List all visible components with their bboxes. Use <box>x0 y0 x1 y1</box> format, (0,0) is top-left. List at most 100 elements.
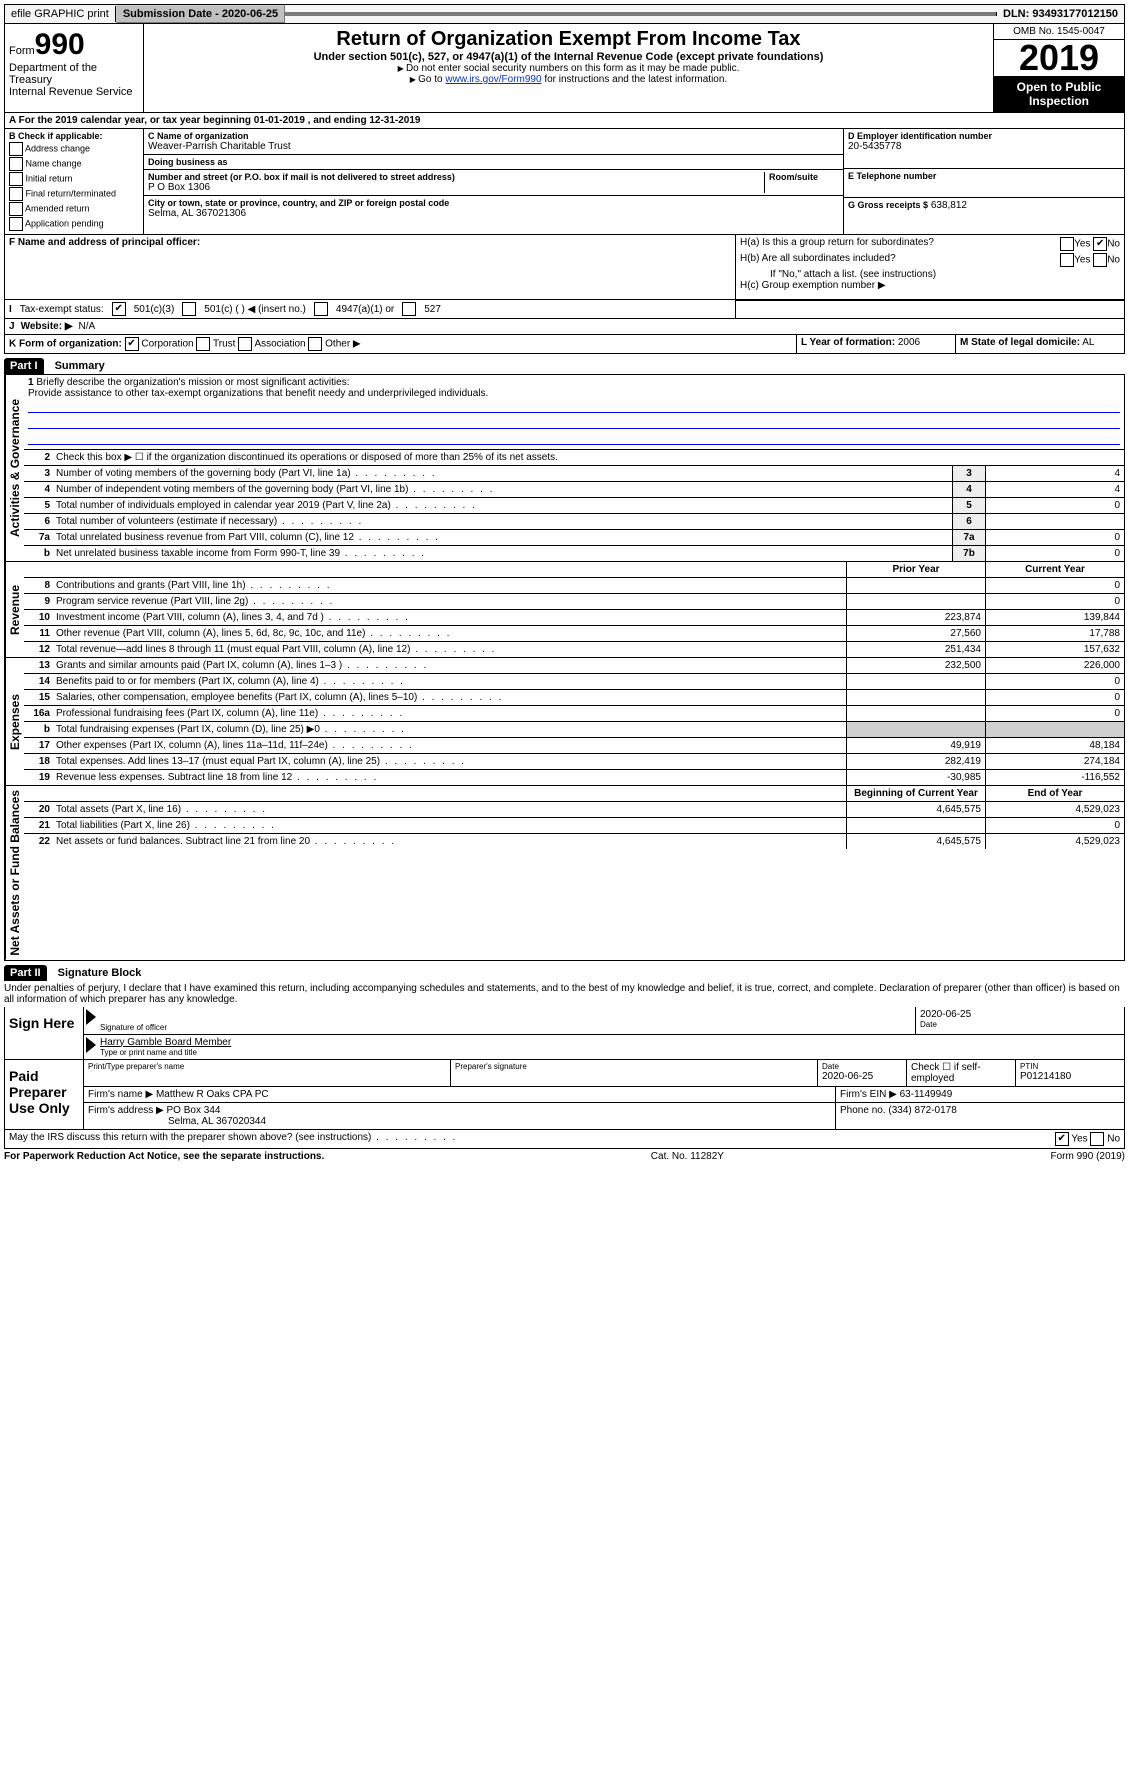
check-pending[interactable]: Application pending <box>9 217 139 231</box>
form-footer: Form 990 (2019) <box>1051 1151 1125 1162</box>
check-501c3[interactable] <box>112 302 126 316</box>
form-number: Form990 <box>9 28 139 62</box>
summary-row: 21Total liabilities (Part X, line 26)0 <box>24 818 1124 834</box>
col-h: H(a) Is this a group return for subordin… <box>736 235 1124 299</box>
section-f-h: F Name and address of principal officer:… <box>4 235 1125 300</box>
row-i: I Tax-exempt status: 501(c)(3) 501(c) ( … <box>4 300 1125 319</box>
form-prefix: Form <box>9 45 35 57</box>
header-right: OMB No. 1545-0047 2019 Open to Public In… <box>993 24 1124 112</box>
top-bar-spacer <box>285 12 997 16</box>
check-assoc[interactable] <box>238 337 252 351</box>
d-ein-row: D Employer identification number 20-5435… <box>844 129 1124 169</box>
discuss-no[interactable] <box>1090 1132 1104 1146</box>
summary-row: 7aTotal unrelated business revenue from … <box>24 530 1124 546</box>
hb-yes[interactable] <box>1060 253 1074 267</box>
street-address: P O Box 1306 <box>148 182 760 193</box>
form-note2: Go to www.irs.gov/Form990 for instructio… <box>148 74 989 85</box>
summary-row: 20Total assets (Part X, line 16)4,645,57… <box>24 802 1124 818</box>
arrow-icon <box>86 1009 96 1025</box>
irs-label: Internal Revenue Service <box>9 86 139 98</box>
submission-date-button[interactable]: Submission Date - 2020-06-25 <box>116 5 285 23</box>
summary-row: 16aProfessional fundraising fees (Part I… <box>24 706 1124 722</box>
h-b: H(b) Are all subordinates included? Yes … <box>740 253 1120 267</box>
part2-header: Part II <box>4 965 47 981</box>
city-state-zip: Selma, AL 367021306 <box>148 208 839 219</box>
part-2: Part II Signature Block <box>4 961 1125 981</box>
discuss-yes[interactable] <box>1055 1132 1069 1146</box>
summary-row: bTotal fundraising expenses (Part IX, co… <box>24 722 1124 738</box>
arrow-icon <box>86 1037 96 1053</box>
form-title: Return of Organization Exempt From Incom… <box>148 28 989 51</box>
c-name-row: C Name of organization Weaver-Parrish Ch… <box>144 129 843 155</box>
firm-phone: (334) 872-0178 <box>888 1105 956 1116</box>
ptin: P01214180 <box>1020 1071 1120 1082</box>
gross-receipts: 638,812 <box>931 200 967 211</box>
net-header: Beginning of Current Year End of Year <box>24 786 1124 802</box>
summary-row: 10Investment income (Part VIII, column (… <box>24 610 1124 626</box>
summary-row: 14Benefits paid to or for members (Part … <box>24 674 1124 690</box>
revenue-section: Revenue Prior Year Current Year 8Contrib… <box>4 562 1125 658</box>
c-dba-row: Doing business as <box>144 155 843 170</box>
part1-title: Summary <box>47 360 105 372</box>
paid-preparer-right: Print/Type preparer's name Preparer's si… <box>84 1060 1124 1129</box>
perjury-statement: Under penalties of perjury, I declare th… <box>4 981 1125 1007</box>
dept-label: Department of the Treasury <box>9 62 139 86</box>
cat-number: Cat. No. 11282Y <box>651 1151 724 1162</box>
summary-row: 17Other expenses (Part IX, column (A), l… <box>24 738 1124 754</box>
tax-exempt-status: I Tax-exempt status: 501(c)(3) 501(c) ( … <box>5 300 736 318</box>
side-label-gov: Activities & Governance <box>5 375 24 561</box>
check-amended[interactable]: Amended return <box>9 202 139 216</box>
check-address-change[interactable]: Address change <box>9 142 139 156</box>
summary-row: 3Number of voting members of the governi… <box>24 466 1124 482</box>
check-527[interactable] <box>402 302 416 316</box>
side-label-rev: Revenue <box>5 562 24 657</box>
col-d-e-g: D Employer identification number 20-5435… <box>843 129 1124 234</box>
check-other[interactable] <box>308 337 322 351</box>
org-name: Weaver-Parrish Charitable Trust <box>148 141 839 152</box>
mission-text: Provide assistance to other tax-exempt o… <box>28 388 1120 399</box>
line1-mission: 1 Briefly describe the organization's mi… <box>24 375 1124 450</box>
hb-note: If "No," attach a list. (see instruction… <box>740 269 1120 280</box>
check-501c[interactable] <box>182 302 196 316</box>
check-initial-return[interactable]: Initial return <box>9 172 139 186</box>
summary-row: 8Contributions and grants (Part VIII, li… <box>24 578 1124 594</box>
sig-date: 2020-06-25 <box>920 1009 1120 1020</box>
firm-ein: 63-1149949 <box>900 1089 953 1100</box>
check-name-change[interactable]: Name change <box>9 157 139 171</box>
two-col-header: Prior Year Current Year <box>24 562 1124 578</box>
summary-section: Activities & Governance 1 Briefly descri… <box>4 374 1125 562</box>
check-4947[interactable] <box>314 302 328 316</box>
h-c: H(c) Group exemption number ▶ <box>740 280 1120 291</box>
part1-header: Part I <box>4 358 44 374</box>
net-section: Net Assets or Fund Balances Beginning of… <box>4 786 1125 961</box>
tax-year: 2019 <box>994 40 1124 76</box>
gov-body: 1 Briefly describe the organization's mi… <box>24 375 1124 561</box>
discuss-row: May the IRS discuss this return with the… <box>4 1130 1125 1149</box>
paid-preparer-section: Paid Preparer Use Only Print/Type prepar… <box>4 1060 1125 1130</box>
ha-no[interactable] <box>1093 237 1107 251</box>
part2-title: Signature Block <box>50 967 142 979</box>
rev-body: Prior Year Current Year 8Contributions a… <box>24 562 1124 657</box>
summary-row: 13Grants and similar amounts paid (Part … <box>24 658 1124 674</box>
b-label: B Check if applicable: <box>9 131 139 141</box>
form-header: Form990 Department of the Treasury Inter… <box>4 24 1125 113</box>
hb-no[interactable] <box>1093 253 1107 267</box>
check-trust[interactable] <box>196 337 210 351</box>
ha-yes[interactable] <box>1060 237 1074 251</box>
check-corp[interactable] <box>125 337 139 351</box>
irs-link[interactable]: www.irs.gov/Form990 <box>445 74 541 85</box>
prep-date: 2020-06-25 <box>822 1071 902 1082</box>
summary-row: 9Program service revenue (Part VIII, lin… <box>24 594 1124 610</box>
m-state-domicile: M State of legal domicile: AL <box>956 335 1124 353</box>
side-label-net: Net Assets or Fund Balances <box>5 786 24 960</box>
check-final-return[interactable]: Final return/terminated <box>9 187 139 201</box>
col-f: F Name and address of principal officer: <box>5 235 736 299</box>
footer: For Paperwork Reduction Act Notice, see … <box>4 1149 1125 1164</box>
summary-row: 11Other revenue (Part VIII, column (A), … <box>24 626 1124 642</box>
website-value: N/A <box>79 321 96 332</box>
summary-row: 5Total number of individuals employed in… <box>24 498 1124 514</box>
c-addr-row: Number and street (or P.O. box if mail i… <box>144 170 843 196</box>
h-c-cont <box>736 300 1124 318</box>
row-klm: K Form of organization: Corporation Trus… <box>4 335 1125 354</box>
sign-here-section: Sign Here Signature of officer 2020-06-2… <box>4 1007 1125 1060</box>
